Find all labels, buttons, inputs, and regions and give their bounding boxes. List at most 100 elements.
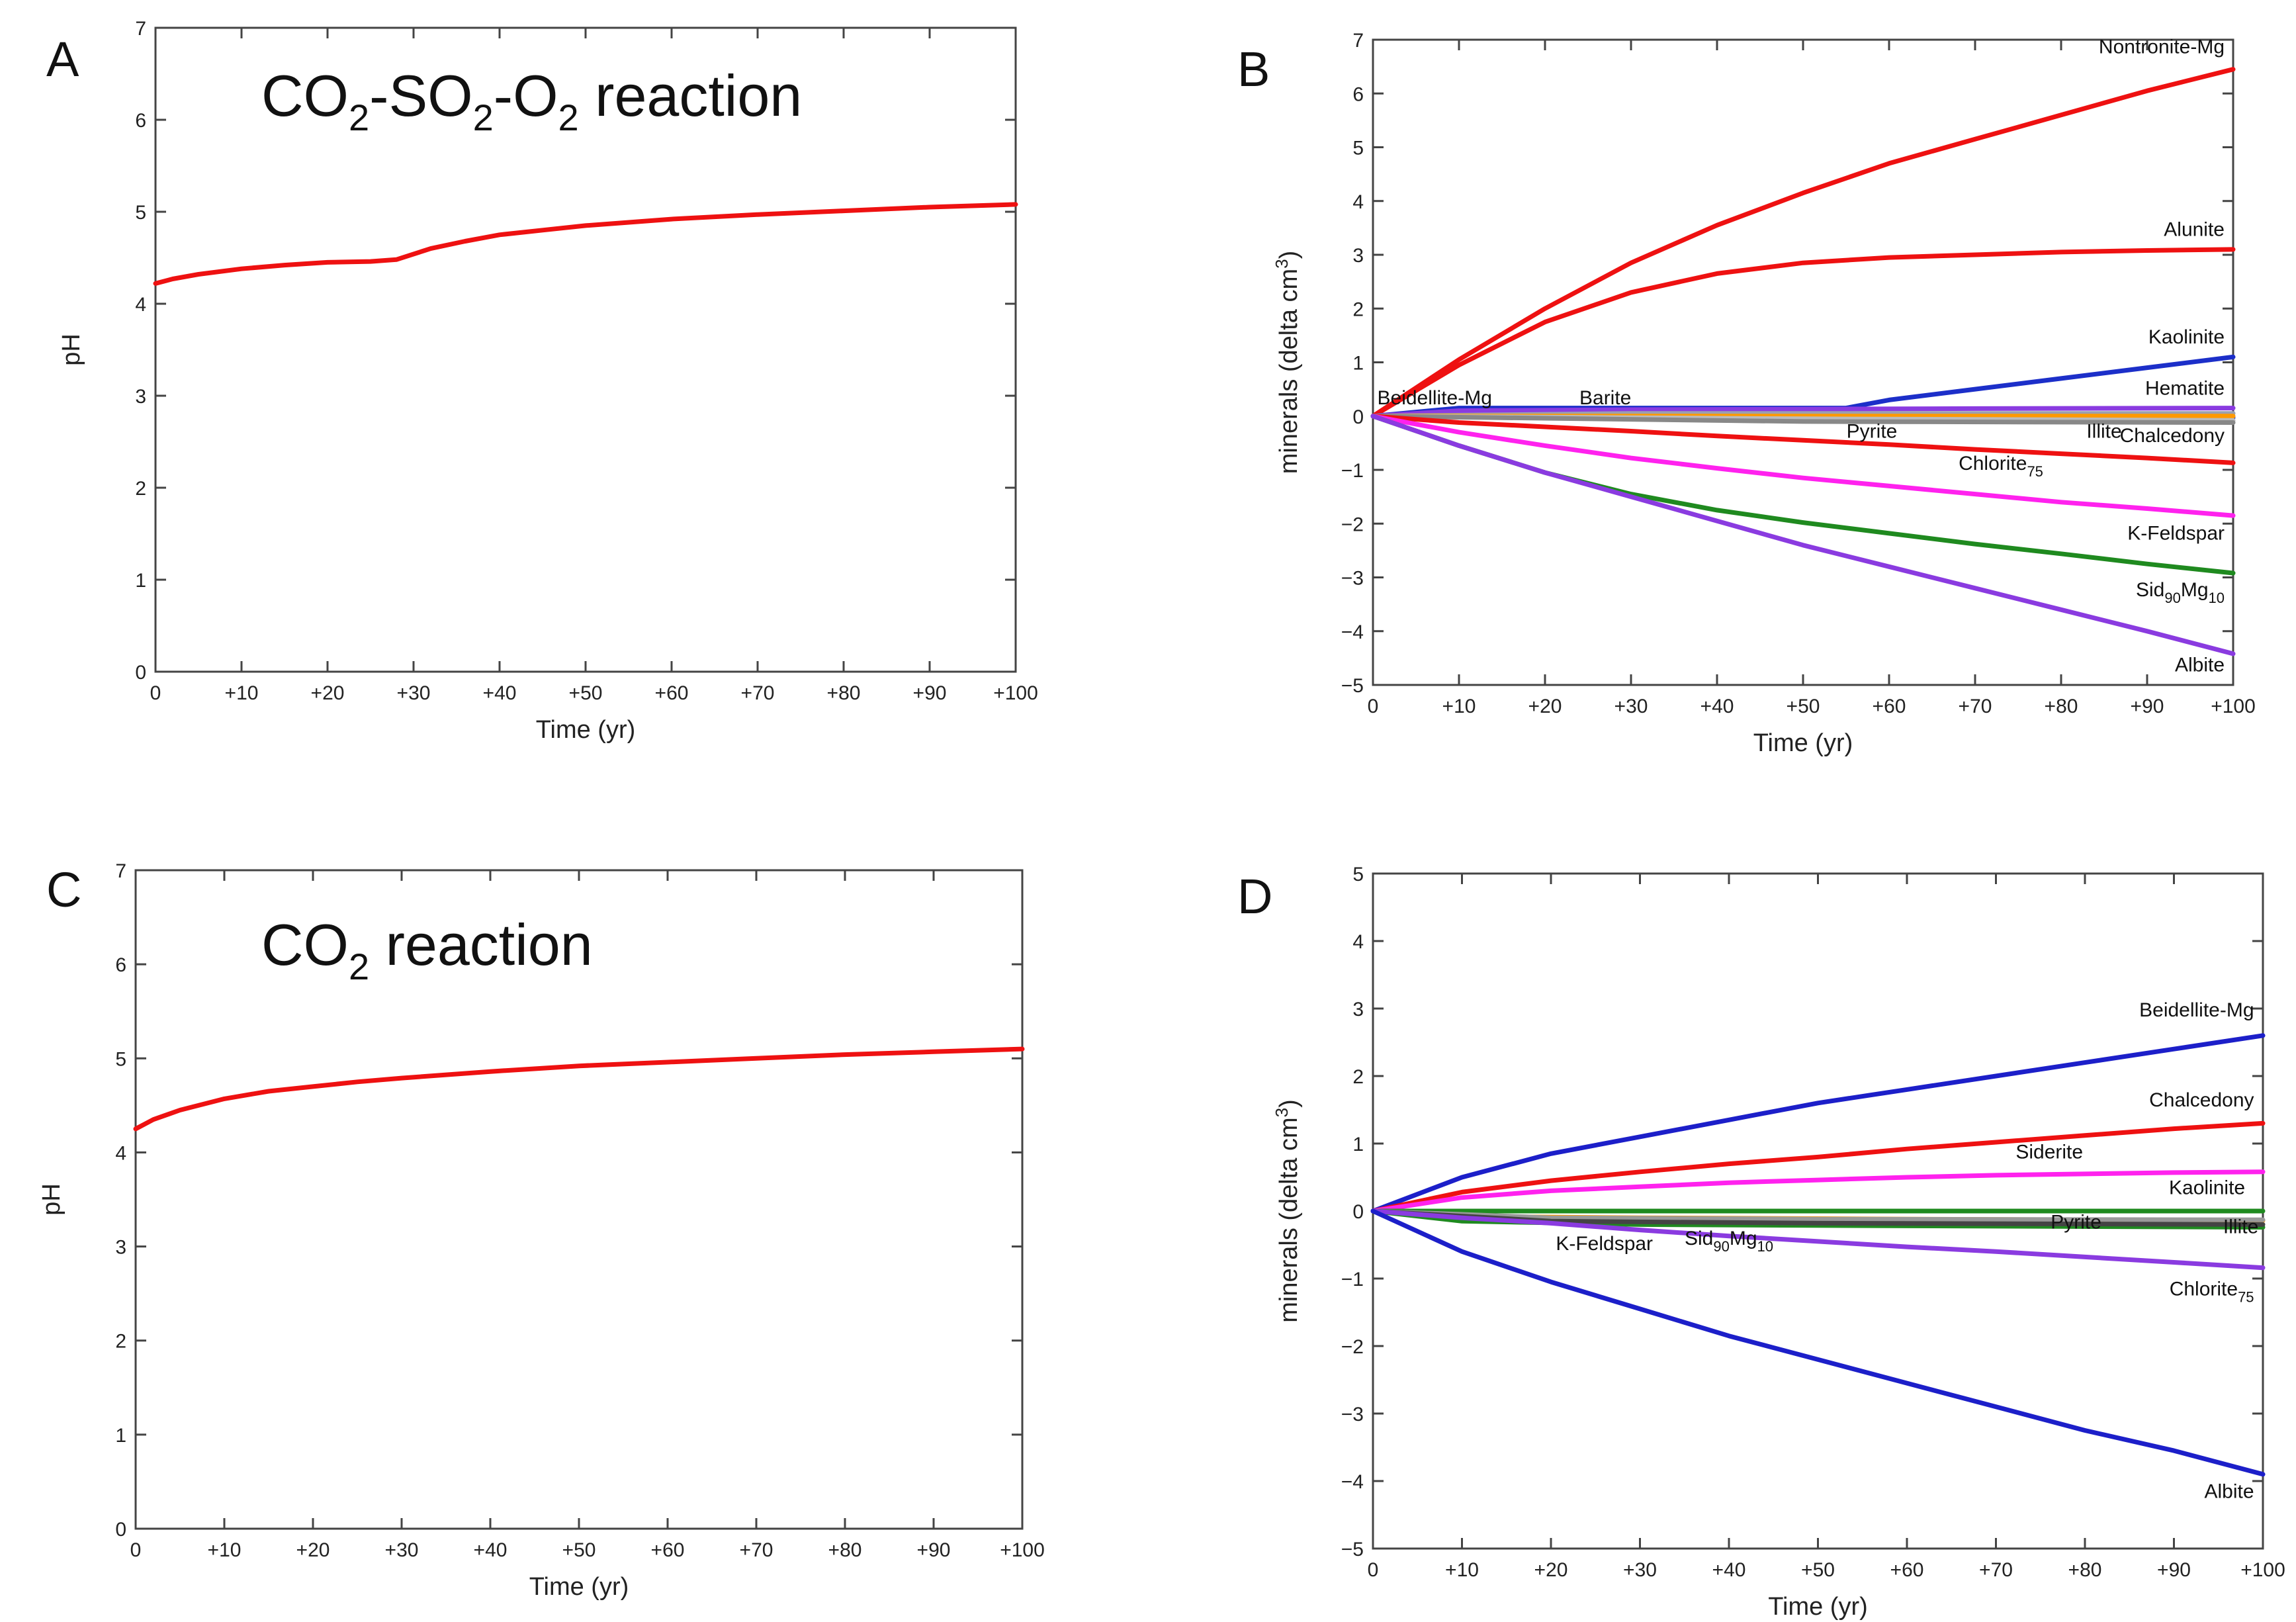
series-label-d-3: Kaolinite: [2169, 1177, 2245, 1199]
panel-letter-b: B: [1237, 42, 1270, 97]
x-axis-label-a: Time (yr): [536, 716, 636, 744]
reaction-title-a: CO2-SO2-O2 reaction: [261, 63, 802, 138]
series-label-b-4: Beidellite-Mg: [1378, 387, 1492, 409]
series-label-subscript: 75: [2027, 463, 2043, 480]
y-tick-label-b: −1: [1341, 460, 1364, 482]
y-tick-label-c: 4: [115, 1142, 126, 1164]
series-label-text-mid: Mg: [2181, 579, 2209, 601]
series-label-d-7: Sid90Mg10: [1685, 1228, 1773, 1255]
series-label-text-mid: Mg: [1730, 1228, 1757, 1249]
y-tick-label-a: 5: [135, 202, 146, 224]
series-label-text: Chlorite: [1959, 453, 2027, 474]
series-label-text: Sid: [1685, 1228, 1713, 1249]
x-tick-label-b: +10: [1442, 696, 1476, 717]
series-label-text: Albite: [2175, 654, 2225, 676]
series-label-d-2: Siderite: [2015, 1141, 2083, 1163]
reaction-a-part-2: -SO: [369, 63, 472, 128]
series-label-text: K-Feldspar: [1556, 1233, 1653, 1255]
x-tick-label-d: +40: [1712, 1559, 1746, 1581]
x-tick-label-d: +90: [2157, 1559, 2191, 1581]
series-label-b-2: Kaolinite: [2148, 326, 2225, 348]
y-tick-label-d: 2: [1352, 1066, 1364, 1088]
series-line-d-chalcedony: [1370, 1120, 2266, 1214]
y-axis-label-sup-b: 3: [1272, 259, 1292, 268]
reaction-a-part-3: 2: [473, 97, 494, 138]
y-tick-label-b: −2: [1341, 514, 1364, 535]
x-tick-label-c: +80: [828, 1539, 862, 1561]
series-label-b-6: Pyrite: [1847, 420, 1898, 442]
series-label-b-3: Hematite: [2145, 377, 2225, 399]
x-tick-label-b: +70: [1959, 696, 1992, 717]
y-tick-label-a: 0: [135, 662, 146, 684]
chart-d-minerals: 0 +10 +20 +30 +40 +50 +60 +70 +80 +90 +100 −5 −4 −3 −2…: [1272, 864, 2285, 1621]
y-axis-label-d: minerals (delta cm3): [1272, 1099, 1303, 1323]
y-tick-label-b: 1: [1352, 353, 1364, 375]
x-tick-label-c: +60: [651, 1539, 685, 1561]
series-line-b-nontronite-mg: [1370, 67, 2236, 419]
x-tick-label-b: +100: [2211, 696, 2256, 717]
y-tick-label-c: 1: [115, 1425, 126, 1447]
series-label-d-6: K-Feldspar: [1556, 1233, 1653, 1255]
series-label-d-5: Illite: [2223, 1216, 2258, 1238]
reaction-c-part-1: 2: [349, 946, 369, 987]
series-line-b-hematite: [1370, 406, 2236, 419]
series-line-b-albite: [1370, 414, 2236, 656]
y-axis-label-main-d: minerals (delta cm: [1275, 1117, 1303, 1322]
y-tick-label-a: 1: [135, 570, 146, 592]
panel-letter-d: D: [1237, 869, 1272, 924]
x-tick-label-d: +100: [2240, 1559, 2285, 1581]
reaction-a-part-4: -O: [494, 63, 558, 128]
y-tick-label-b: 4: [1352, 191, 1364, 213]
reaction-title-c: CO2 reaction: [261, 912, 593, 987]
x-tick-label-c: +100: [1000, 1539, 1045, 1561]
series-label-b-5: Barite: [1579, 387, 1631, 409]
y-tick-label-d: 4: [1352, 931, 1364, 953]
series-label-b-11: Sid90Mg10: [2136, 579, 2225, 606]
series-label-text: Alunite: [2164, 219, 2225, 241]
y-tick-label-c: 7: [115, 860, 126, 882]
x-tick-label-a: +20: [311, 682, 345, 704]
y-tick-label-c: 6: [115, 954, 126, 976]
x-tick-label-b: +60: [1873, 696, 1906, 717]
x-tick-label-b: +30: [1614, 696, 1648, 717]
series-label-d-0: Beidellite-Mg: [2139, 999, 2254, 1021]
y-tick-label-a: 7: [135, 18, 146, 40]
x-tick-label-b: 0: [1368, 696, 1379, 717]
x-tick-label-b: +50: [1787, 696, 1820, 717]
x-tick-label-b: +20: [1528, 696, 1562, 717]
series-label-b-12: Albite: [2175, 654, 2225, 676]
y-axis-label-a: pH: [58, 334, 85, 366]
series-label-d-1: Chalcedony: [2149, 1089, 2254, 1111]
series-label-subscript: 75: [2238, 1289, 2254, 1306]
chart-c-ph: 0 +10 +20 +30 +40 +50 +60 +70 +80 +90 +100 0 1 2 3 4 5 6 7…: [38, 860, 1045, 1601]
y-tick-label-b: 5: [1352, 138, 1364, 159]
y-tick-label-d: −1: [1341, 1269, 1364, 1290]
series-label-d-4: Pyrite: [2051, 1212, 2101, 1234]
x-tick-label-d: 0: [1368, 1559, 1379, 1581]
y-tick-label-b: 6: [1352, 83, 1364, 105]
y-tick-label-d: 0: [1352, 1201, 1364, 1223]
y-tick-label-b: 0: [1352, 406, 1364, 428]
x-tick-label-a: +60: [655, 682, 689, 704]
series-label-text: Beidellite-Mg: [1378, 387, 1492, 409]
x-tick-label-c: 0: [130, 1539, 142, 1561]
series-label-text: Sid: [2136, 579, 2164, 601]
series-label-text: Hematite: [2145, 377, 2225, 399]
y-tick-label-b: 7: [1352, 30, 1364, 52]
series-label-b-10: K-Feldspar: [2127, 523, 2225, 545]
x-axis-label-b: Time (yr): [1753, 729, 1853, 757]
series-line-d-siderite: [1370, 1169, 2266, 1214]
series-label-text: Chlorite: [2170, 1279, 2238, 1300]
x-tick-label-c: +20: [296, 1539, 330, 1561]
x-tick-label-a: +40: [483, 682, 517, 704]
x-tick-label-a: +100: [993, 682, 1038, 704]
series-label-text: Nontronite-Mg: [2099, 36, 2225, 58]
series-label-b-8: Chalcedony: [2120, 425, 2225, 447]
x-axis-label-d: Time (yr): [1768, 1593, 1868, 1621]
y-tick-label-d: −3: [1341, 1404, 1364, 1425]
reaction-a-part-5: 2: [558, 97, 579, 138]
series-line-b-illite: [1370, 414, 2236, 425]
x-tick-label-c: +90: [917, 1539, 951, 1561]
series-line-b-alunite: [1370, 247, 2236, 419]
